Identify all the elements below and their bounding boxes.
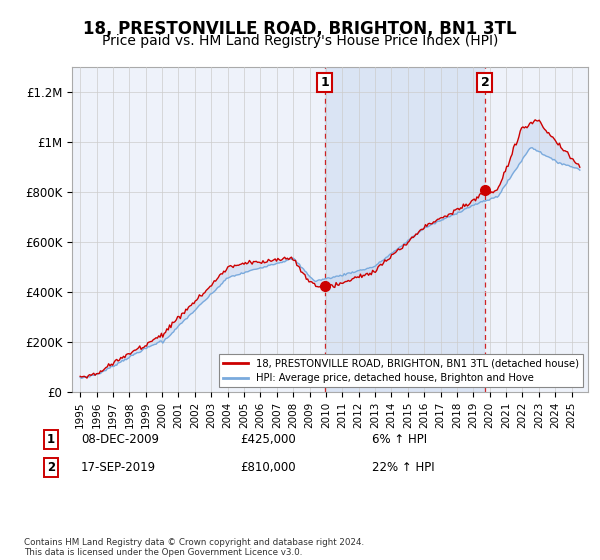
Text: 18, PRESTONVILLE ROAD, BRIGHTON, BN1 3TL: 18, PRESTONVILLE ROAD, BRIGHTON, BN1 3TL <box>83 20 517 38</box>
Text: 08-DEC-2009: 08-DEC-2009 <box>81 433 159 446</box>
Text: 22% ↑ HPI: 22% ↑ HPI <box>372 461 434 474</box>
Text: Price paid vs. HM Land Registry's House Price Index (HPI): Price paid vs. HM Land Registry's House … <box>102 34 498 48</box>
Legend: 18, PRESTONVILLE ROAD, BRIGHTON, BN1 3TL (detached house), HPI: Average price, d: 18, PRESTONVILLE ROAD, BRIGHTON, BN1 3TL… <box>219 354 583 387</box>
Text: Contains HM Land Registry data © Crown copyright and database right 2024.
This d: Contains HM Land Registry data © Crown c… <box>24 538 364 557</box>
Text: 2: 2 <box>481 76 490 88</box>
Text: £425,000: £425,000 <box>240 433 296 446</box>
Text: £810,000: £810,000 <box>240 461 296 474</box>
Text: 1: 1 <box>47 433 55 446</box>
Text: 2: 2 <box>47 461 55 474</box>
Text: 17-SEP-2019: 17-SEP-2019 <box>81 461 156 474</box>
Text: 1: 1 <box>320 76 329 88</box>
Text: 6% ↑ HPI: 6% ↑ HPI <box>372 433 427 446</box>
